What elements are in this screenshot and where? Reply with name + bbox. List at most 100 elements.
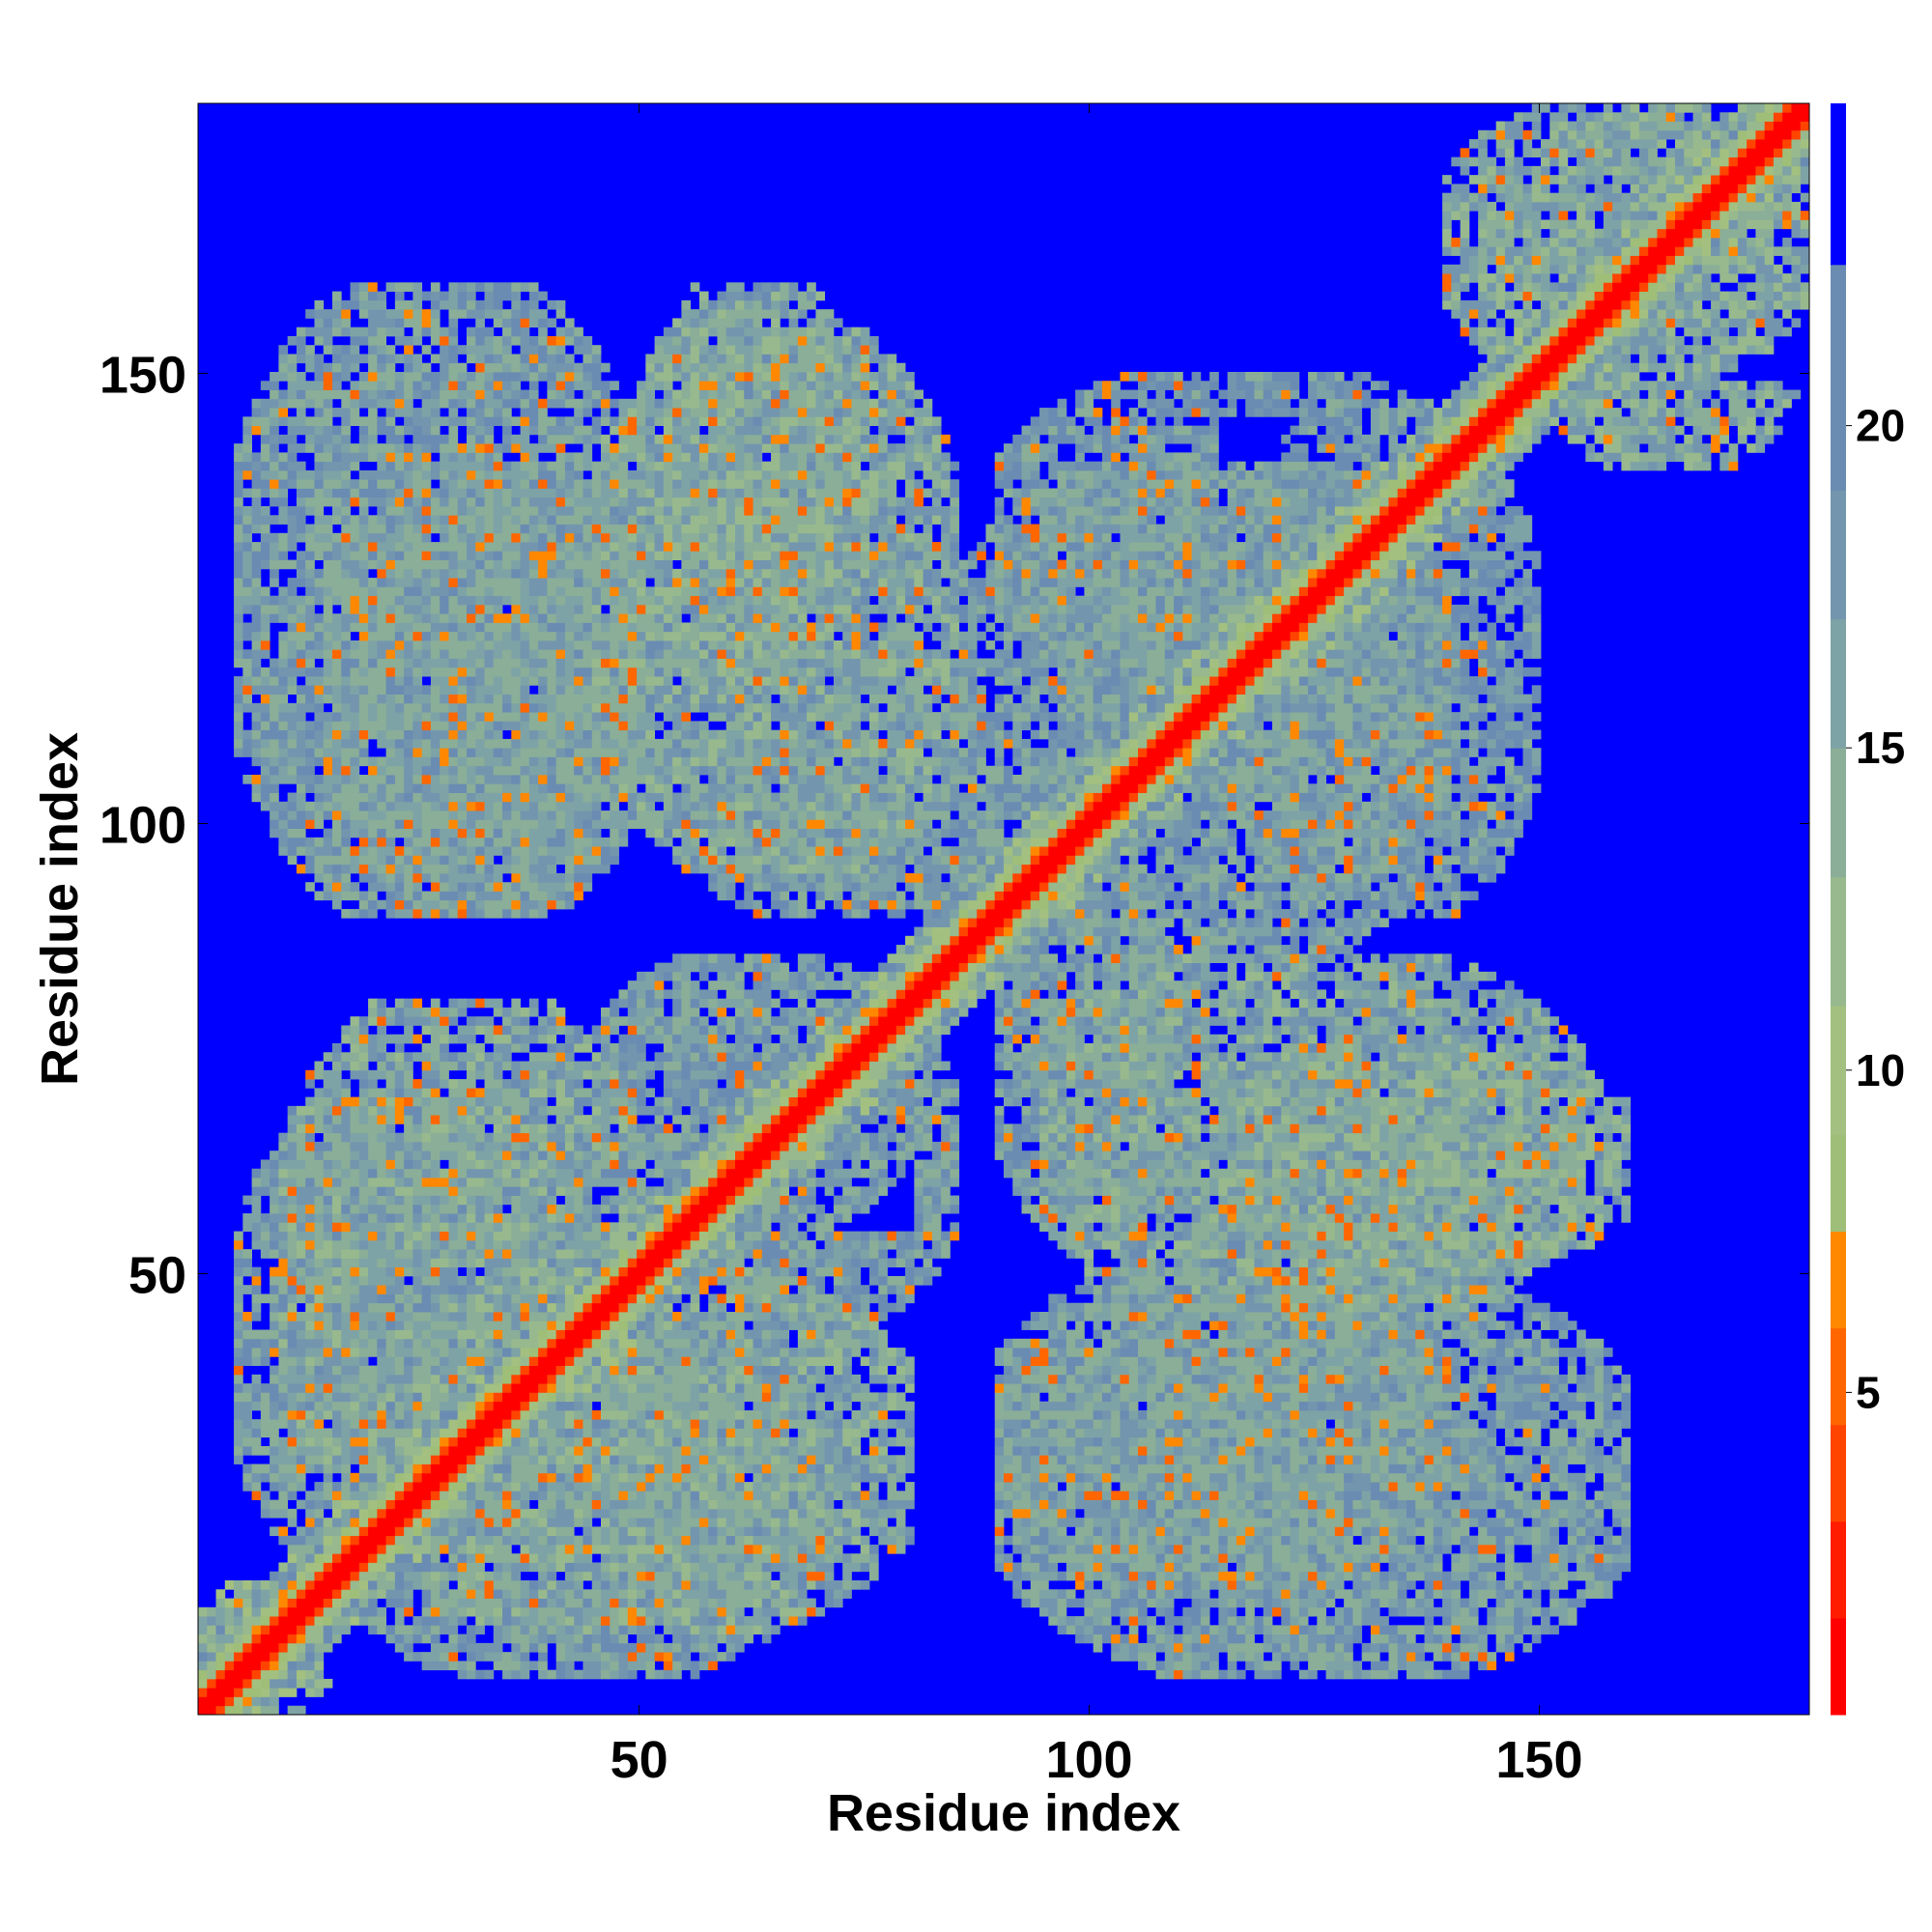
heatmap-cell (457, 452, 468, 463)
heatmap-cell (448, 461, 459, 471)
heatmap-cell (547, 712, 557, 722)
heatmap-cell (448, 882, 459, 892)
heatmap-cell (475, 1544, 485, 1554)
heatmap-cell (520, 864, 530, 874)
heatmap-cell (555, 1518, 566, 1527)
heatmap-cell (287, 1571, 298, 1581)
heatmap-cell (457, 1518, 468, 1527)
heatmap-cell (547, 542, 557, 552)
heatmap-cell (448, 335, 459, 346)
heatmap-cell (555, 1285, 566, 1294)
heatmap-cell (430, 488, 440, 498)
heatmap-cell (412, 748, 423, 757)
heatmap-cell (564, 1634, 575, 1644)
heatmap-cell (484, 909, 495, 919)
heatmap-cell (528, 1365, 539, 1376)
heatmap-cell (412, 488, 423, 498)
heatmap-cell (404, 899, 413, 910)
heatmap-cell (270, 488, 279, 498)
heatmap-cell (412, 1159, 423, 1170)
heatmap-cell (502, 1141, 512, 1151)
heatmap-cell (440, 568, 449, 579)
heatmap-cell (412, 389, 423, 400)
heatmap-cell (564, 1606, 575, 1617)
heatmap-cell (448, 828, 459, 838)
heatmap-cell (538, 1275, 548, 1286)
heatmap-cell (341, 909, 351, 919)
heatmap-cell (234, 1321, 243, 1330)
heatmap-cell (377, 1069, 386, 1080)
heatmap-cell (368, 810, 378, 820)
heatmap-cell (564, 381, 575, 390)
heatmap-cell (484, 408, 495, 417)
heatmap-cell (358, 1436, 369, 1447)
heatmap-cell (475, 1491, 485, 1500)
heatmap-cell (538, 685, 548, 695)
heatmap-cell (270, 497, 279, 507)
heatmap-cell (287, 1249, 298, 1259)
heatmap-cell (287, 712, 298, 722)
heatmap-cell (323, 1446, 333, 1456)
heatmap-cell (394, 1544, 405, 1554)
heatmap-cell (493, 408, 503, 417)
heatmap-cell (421, 729, 432, 740)
heatmap-cell (440, 1275, 449, 1286)
heatmap-cell (296, 461, 306, 471)
heatmap-cell (448, 469, 459, 480)
heatmap-cell (323, 568, 333, 579)
heatmap-cell (467, 559, 476, 570)
heatmap-cell (511, 828, 521, 838)
heatmap-cell (305, 469, 315, 480)
heatmap-cell (270, 676, 279, 686)
heatmap-cell (270, 1589, 279, 1599)
heatmap-cell (440, 461, 449, 471)
heatmap-cell (377, 702, 386, 713)
heatmap-cell (547, 1329, 557, 1340)
heatmap-cell (511, 1356, 521, 1366)
heatmap-cell (430, 327, 440, 337)
heatmap-cell (484, 425, 495, 436)
heatmap-cell (385, 532, 396, 543)
heatmap-cell (430, 1491, 440, 1500)
heatmap-cell (350, 381, 360, 390)
heatmap-cell (323, 1606, 333, 1617)
heatmap-cell (520, 702, 530, 713)
heatmap-cell (555, 1052, 566, 1062)
heatmap-cell (278, 1249, 289, 1259)
heatmap-cell (260, 1669, 270, 1680)
heatmap-cell (296, 1258, 306, 1268)
heatmap-cell (502, 685, 512, 695)
heatmap-cell (555, 425, 566, 436)
heatmap-cell (385, 1105, 396, 1116)
heatmap-cell (323, 1249, 333, 1259)
heatmap-cell (260, 1696, 270, 1707)
heatmap-cell (323, 389, 333, 400)
heatmap-cell (394, 1642, 405, 1653)
heatmap-cell (278, 810, 289, 820)
heatmap-cell (528, 1606, 539, 1617)
heatmap-cell (404, 1499, 413, 1510)
heatmap-cell (421, 1436, 432, 1447)
heatmap-cell (440, 1499, 449, 1510)
heatmap-cell (404, 1652, 413, 1662)
heatmap-cell (528, 282, 539, 292)
heatmap-cell (287, 1544, 298, 1554)
heatmap-cell (368, 1463, 378, 1474)
heatmap-cell (430, 998, 440, 1009)
heatmap-cell (564, 1178, 575, 1187)
heatmap-cell (520, 1463, 530, 1474)
heatmap-cell (502, 1249, 512, 1259)
heatmap-cell (475, 1338, 485, 1349)
heatmap-cell (457, 1526, 468, 1537)
heatmap-cell (341, 1625, 351, 1634)
heatmap-cell (457, 828, 468, 838)
heatmap-cell (296, 837, 306, 847)
heatmap-cell (440, 1348, 449, 1357)
heatmap-cell (296, 828, 306, 838)
heatmap-cell (412, 729, 423, 740)
heatmap-cell (207, 1606, 216, 1617)
heatmap-cell (430, 694, 440, 704)
heatmap-cell (323, 765, 333, 776)
heatmap-cell (251, 542, 262, 552)
heatmap-cell (448, 381, 459, 390)
